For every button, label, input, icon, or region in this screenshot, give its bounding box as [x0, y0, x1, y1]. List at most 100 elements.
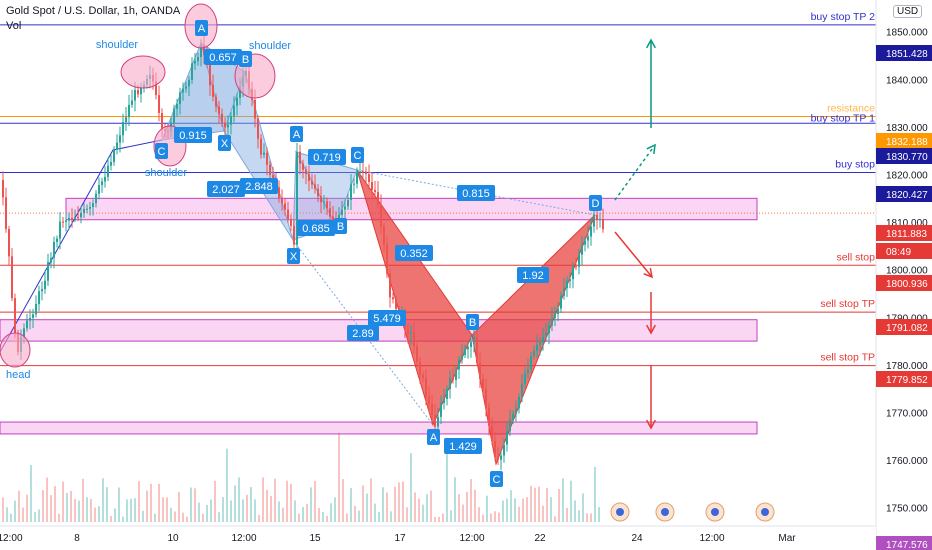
price-tag	[876, 148, 932, 164]
volume-bar	[302, 506, 304, 522]
pattern-point-label: C	[158, 146, 166, 158]
volume-bar	[406, 507, 408, 522]
y-tick-label: 1790.000	[886, 313, 928, 324]
volume-bar	[190, 487, 192, 522]
ratio-label: 0.352	[400, 248, 428, 260]
volume-bar	[82, 478, 84, 522]
volume-bar	[570, 480, 572, 522]
volume-bar	[98, 506, 100, 522]
volume-bar	[466, 491, 468, 522]
candle-body	[215, 96, 217, 107]
volume-bar	[154, 513, 156, 522]
pattern-labels: A B C X X A B C D A B C 0.657 0.915 2.027 2.848 0.719 0.6…	[155, 20, 602, 487]
pattern-point-label: A	[198, 23, 206, 35]
candle-body	[548, 325, 550, 334]
volume-bar	[246, 494, 248, 522]
arrow-shaft	[614, 231, 653, 278]
candle-body	[11, 256, 13, 299]
candle-body	[317, 188, 319, 197]
volume-bar	[534, 487, 536, 522]
event-icons[interactable]	[610, 502, 775, 522]
ratio-label: 0.657	[209, 52, 237, 64]
volume-bar	[474, 489, 476, 522]
candle-body	[191, 63, 193, 80]
volume-bar	[174, 511, 176, 522]
pattern-point-badge	[334, 218, 347, 234]
candle-body	[581, 244, 583, 255]
pattern-point-badge	[466, 314, 479, 330]
volume-bar	[350, 488, 352, 522]
candle-body	[257, 118, 259, 139]
volume-bar	[506, 498, 508, 522]
volume-bar	[206, 504, 208, 522]
price-tag-label: 1851.428	[886, 49, 928, 60]
candle-body	[299, 151, 301, 164]
arrow-head	[646, 324, 656, 335]
ratio-badge	[308, 149, 346, 165]
volume-bar	[278, 501, 280, 522]
ratio-badge	[457, 185, 495, 201]
candle-body	[200, 45, 202, 58]
candle-body	[491, 426, 493, 442]
level-label: sell stop TP	[820, 298, 875, 310]
candle-body	[107, 165, 109, 177]
ratio-label: 0.685	[302, 223, 330, 235]
x-tick-label: 24	[631, 533, 643, 544]
y-tick-label: 1750.000	[886, 504, 928, 515]
arrow-head	[646, 143, 656, 155]
candle-body	[458, 359, 460, 370]
candle-body	[209, 62, 211, 86]
pattern-point-badge	[427, 429, 440, 445]
ratio-badge	[347, 325, 379, 341]
candle-body	[365, 171, 367, 175]
chart-title: Gold Spot / U.S. Dollar, 1h, OANDA	[6, 5, 181, 17]
candle-body	[557, 308, 559, 315]
volume-bar	[362, 485, 364, 522]
volume-bar	[86, 497, 88, 522]
flag-icon	[661, 508, 669, 516]
pattern-point-badge	[287, 248, 300, 264]
candle-body	[293, 226, 295, 245]
candle-body	[509, 419, 511, 432]
projection-arrows	[614, 38, 656, 430]
price-tag-label: 1811.883	[886, 229, 927, 240]
pattern-point-badge	[589, 195, 602, 211]
price-tag	[876, 371, 932, 387]
candle-body	[587, 236, 589, 241]
candle-body	[14, 298, 16, 333]
volume-bar	[102, 478, 104, 522]
y-tick-label: 1840.000	[886, 75, 928, 86]
price-tag	[876, 319, 932, 335]
candle-body	[179, 92, 181, 104]
candle-body	[203, 45, 205, 56]
time-axis[interactable]: 12:00 8 10 12:00 15 17 12:00 22 24 12:00 Mar	[0, 525, 876, 550]
price-axis[interactable]: 1750.000 1760.000 1770.000 1780.000 1790.000…	[875, 0, 932, 550]
candle-body	[566, 281, 568, 289]
y-tick-label: 1800.000	[886, 266, 928, 277]
level-label: resistance	[827, 103, 875, 115]
candle-body	[326, 201, 328, 209]
candle-body	[596, 214, 598, 220]
candle-body	[443, 399, 445, 403]
level-label: buy stop TP 1	[811, 112, 876, 124]
candle-body	[356, 172, 358, 184]
volume-bar	[194, 488, 196, 522]
candle-body	[5, 197, 7, 229]
price-tag	[876, 45, 932, 61]
candle-body	[539, 342, 541, 345]
x-tick-label: 12:00	[699, 533, 724, 544]
candle-body	[374, 189, 376, 192]
volume-bar	[118, 487, 120, 522]
candle-body	[272, 175, 274, 178]
annotation-text: shoulder shoulder shoulder head	[6, 39, 291, 381]
volume-bar	[282, 507, 284, 522]
candle-body	[194, 61, 196, 64]
volume-bar	[294, 500, 296, 522]
currency-button[interactable]: USD	[893, 5, 923, 18]
volume-bar	[298, 513, 300, 522]
price-tag-label: 1800.936	[886, 279, 928, 290]
y-tick-label: 1810.000	[886, 218, 928, 229]
volume-bar	[510, 490, 512, 522]
y-tick-label: 1850.000	[886, 28, 928, 39]
